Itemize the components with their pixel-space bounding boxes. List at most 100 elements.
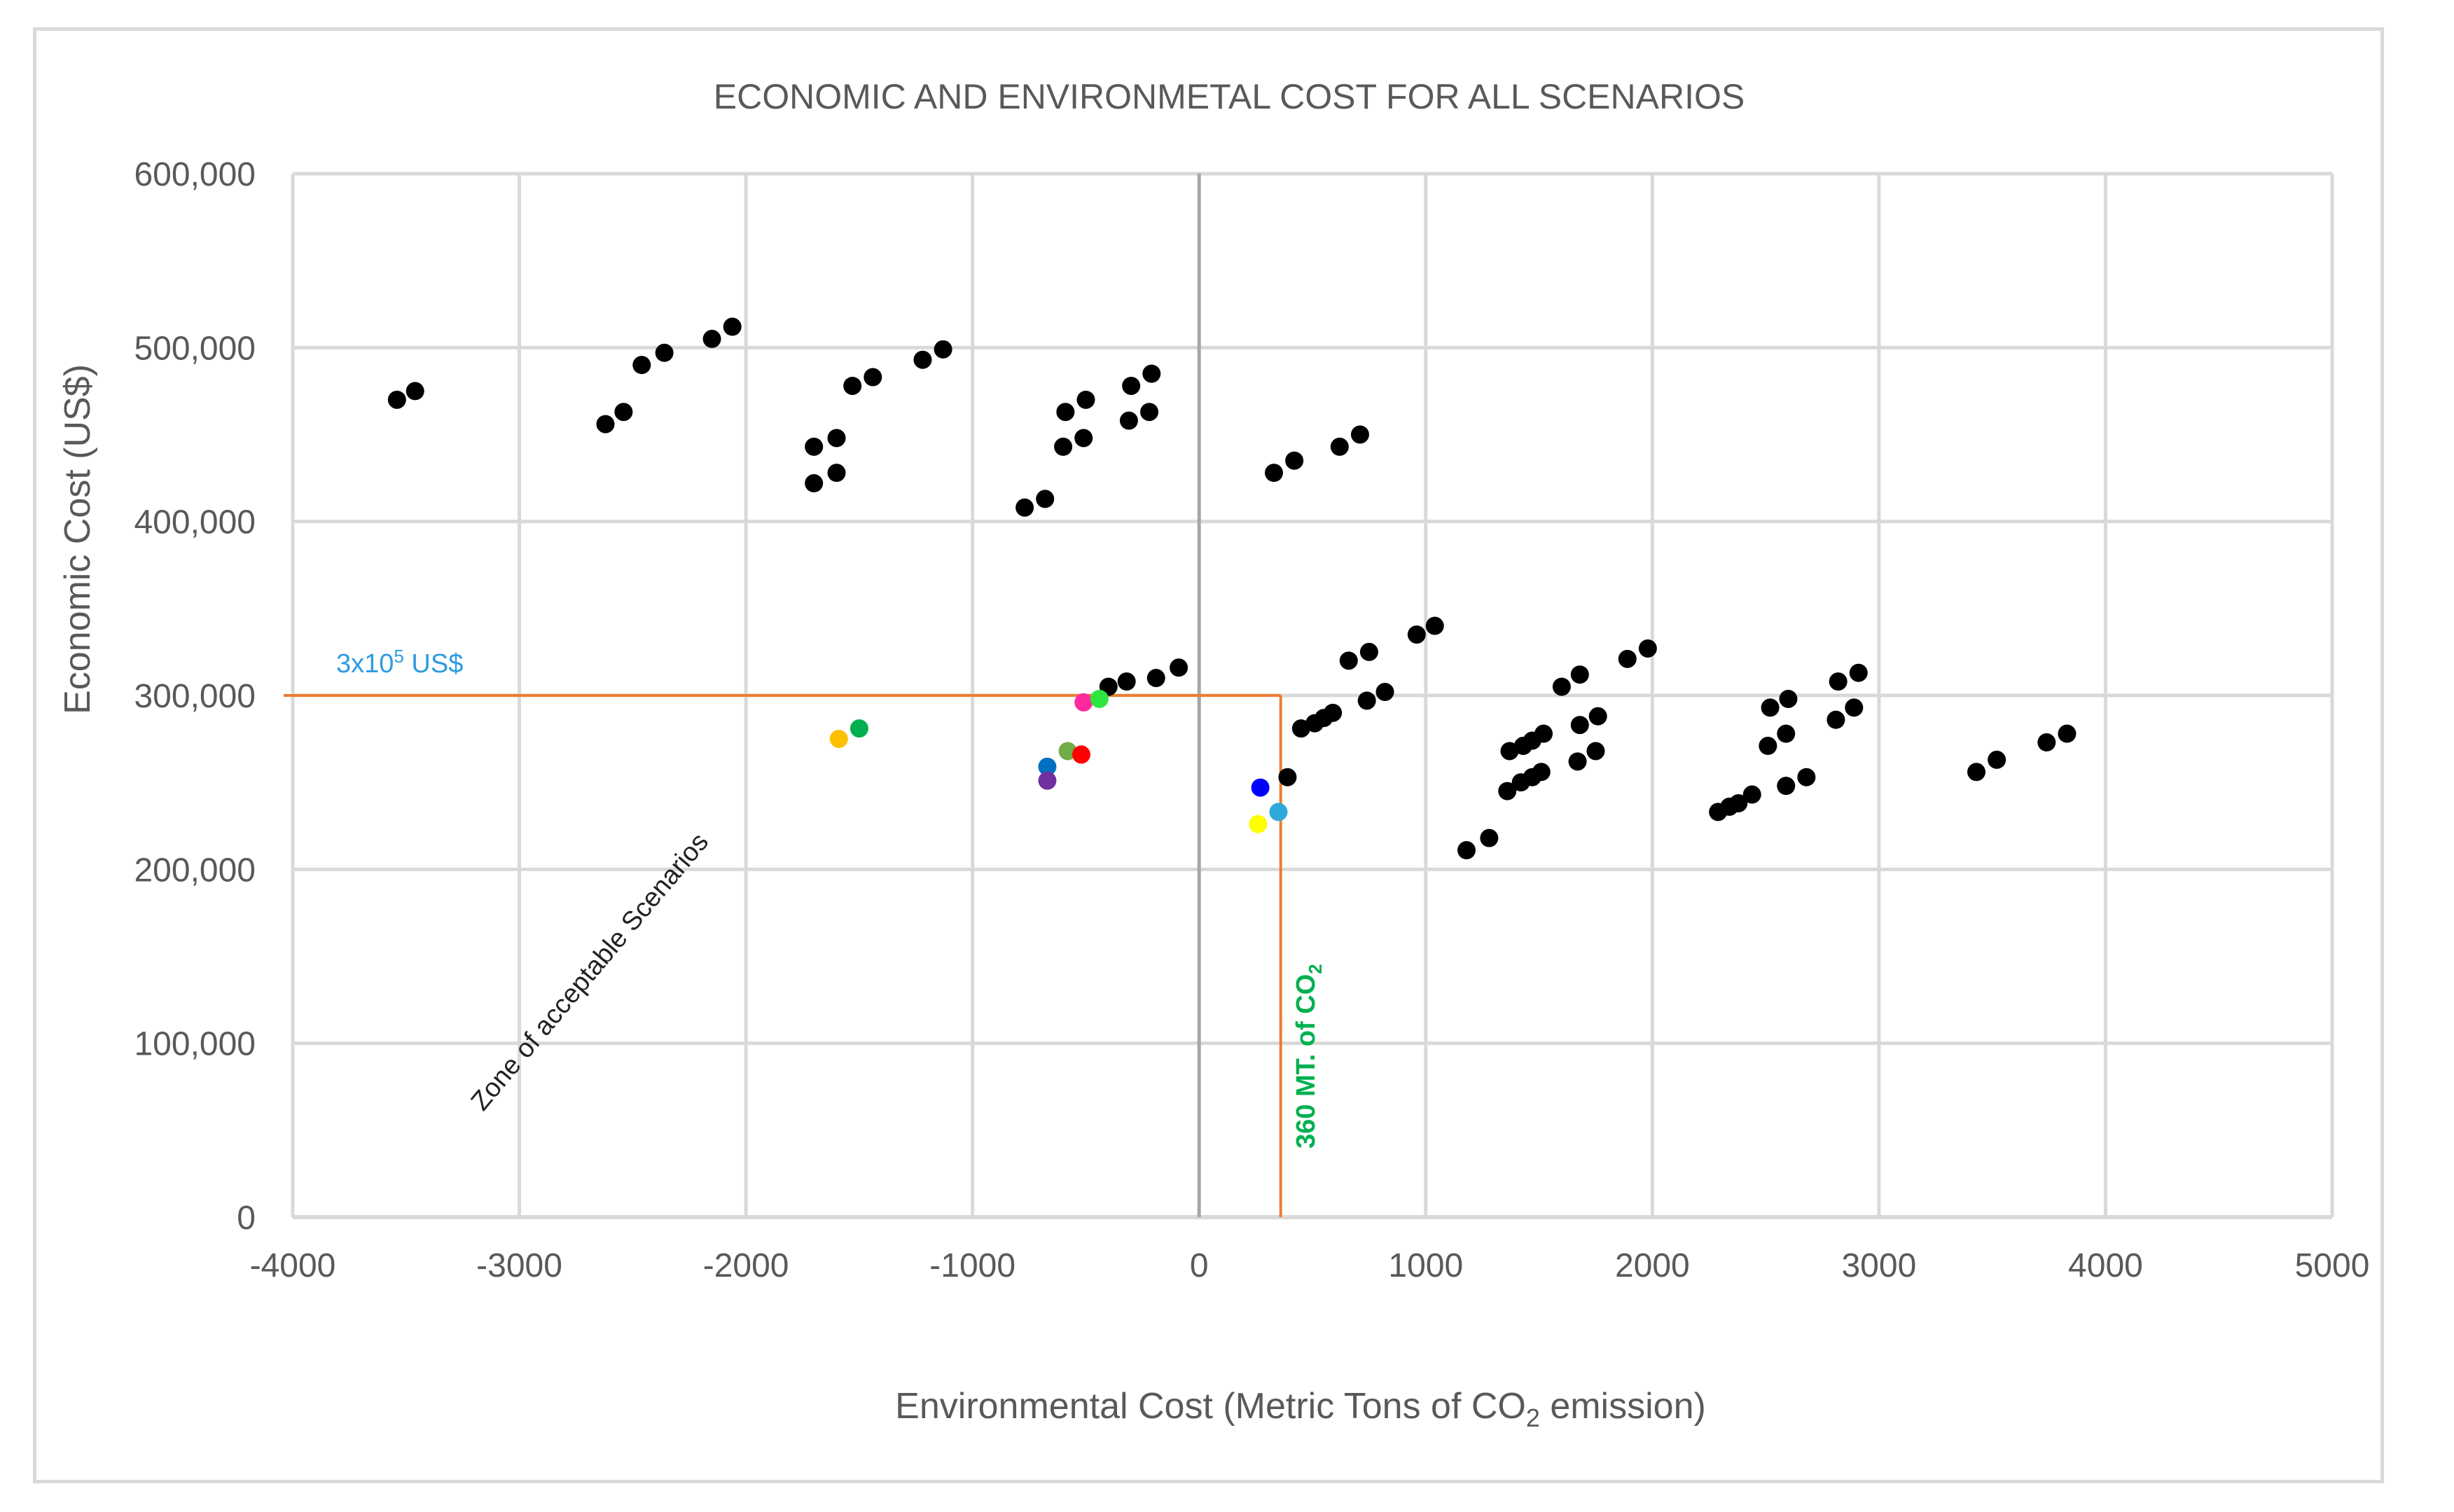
scenario-point — [827, 464, 846, 483]
gridlines — [291, 172, 2334, 1217]
y-tick-label: 300,000 — [134, 678, 256, 715]
scenario-point — [1532, 763, 1551, 782]
x-tick-label: 2000 — [1615, 1247, 1690, 1284]
scenario-point — [655, 343, 674, 362]
y-axis-title: Economic Cost (US$) — [57, 364, 98, 714]
scenario-point — [614, 403, 633, 422]
scenario-point — [1146, 669, 1165, 688]
scenario-point — [1324, 703, 1343, 722]
scenario-point — [1829, 672, 1848, 691]
scenario-point — [1845, 698, 1864, 717]
scenario-point — [1036, 490, 1055, 508]
y-tick-label: 500,000 — [134, 330, 256, 367]
scenario-point — [1119, 411, 1138, 430]
x-tick-label: 3000 — [1841, 1247, 1916, 1284]
acceptable-scenario-point — [1090, 689, 1109, 708]
x-tick-labels: -4000 -3000 -2000 -1000 0 1000 2000 3000 4000 500… — [250, 1247, 2370, 1284]
scenario-point — [1586, 742, 1605, 761]
scenario-point — [1457, 841, 1476, 860]
acceptable-scenario-point — [1038, 771, 1057, 790]
scenario-point — [1140, 403, 1159, 422]
scenario-point — [805, 474, 824, 493]
scenario-point — [1350, 425, 1369, 444]
scenario-point — [864, 368, 882, 387]
svg-text:360 MT. of CO2: 360 MT. of CO2 — [1291, 964, 1326, 1149]
scenario-point — [1285, 451, 1304, 470]
econ-threshold-unit: US$ — [404, 649, 463, 679]
scenario-point — [1777, 724, 1796, 743]
scenario-point — [1330, 437, 1349, 456]
x-tick-label: -4000 — [250, 1247, 336, 1284]
scenario-point — [1480, 828, 1499, 847]
scenario-point — [2037, 733, 2056, 752]
y-tick-label: 600,000 — [134, 156, 256, 193]
scenario-point — [1618, 649, 1637, 668]
econ-threshold-sup: 5 — [394, 646, 403, 667]
co2-threshold-annotation: 360 MT. of CO2 — [1291, 964, 1326, 1149]
scenario-point — [1779, 689, 1798, 708]
x-tick-label: -3000 — [476, 1247, 562, 1284]
scenario-point — [1761, 698, 1780, 717]
scenario-point — [723, 317, 742, 336]
scenario-point — [1826, 710, 1845, 729]
acceptable-scenario-point — [1249, 814, 1268, 833]
scenario-point — [1742, 785, 1761, 804]
scenario-point — [405, 382, 424, 401]
y-tick-label: 400,000 — [134, 504, 256, 541]
acceptable-scenario-point — [1038, 757, 1057, 776]
x-tick-label: 5000 — [2295, 1247, 2370, 1284]
scenario-point — [843, 376, 862, 395]
x-axis-title-sub: 2 — [1526, 1403, 1540, 1432]
acceptable-scenario-point — [850, 719, 868, 738]
scenario-point — [1054, 437, 1073, 456]
scenario-point — [1570, 665, 1589, 684]
scenario-point — [387, 390, 406, 409]
x-tick-label: 0 — [1190, 1247, 1209, 1284]
scenario-point — [1988, 750, 2006, 769]
scenario-point — [1339, 651, 1358, 670]
scenario-point — [1015, 498, 1034, 517]
acceptable-scenario-point — [829, 730, 848, 749]
scenario-point — [1568, 752, 1587, 771]
scenario-point — [1117, 672, 1136, 691]
x-tick-label: -2000 — [703, 1247, 789, 1284]
scenario-point — [1056, 403, 1075, 422]
scenario-point — [1142, 364, 1161, 383]
acceptable-scenario-point — [1058, 742, 1077, 761]
x-axis-title-tail: emission) — [1540, 1386, 1706, 1427]
scenario-point — [1552, 677, 1571, 696]
acceptable-scenario-point — [1269, 803, 1288, 821]
chart-title: ECONOMIC AND ENVIRONMETAL COST FOR ALL S… — [714, 77, 1745, 116]
scenario-point — [1425, 616, 1444, 635]
scenario-point — [1498, 782, 1517, 800]
scenario-point — [1967, 763, 1986, 782]
econ-threshold-label: 3x10 — [336, 649, 394, 679]
co2-threshold-sub: 2 — [1305, 964, 1326, 973]
y-tick-label: 0 — [237, 1200, 256, 1237]
co2-threshold-label: 360 MT. of CO — [1291, 974, 1321, 1149]
scenario-point — [632, 356, 651, 375]
scenario-point — [805, 437, 824, 456]
scenario-point — [1588, 707, 1607, 726]
scenario-point — [1849, 663, 1868, 682]
scenario-point — [1777, 777, 1796, 796]
x-axis-title: Environmental Cost (Metric Tons of CO2 e… — [895, 1386, 1706, 1432]
scenario-point — [913, 350, 932, 369]
acceptable-scenario-point — [1072, 745, 1090, 764]
scenario-point — [1534, 724, 1553, 743]
scenario-point — [1074, 429, 1093, 448]
scenario-point — [1359, 642, 1378, 661]
acceptable-scenario-point — [1251, 778, 1270, 797]
x-axis-title-main: Environmental Cost (Metric Tons of CO — [895, 1386, 1526, 1427]
scenario-point — [1076, 390, 1095, 409]
scenario-point — [827, 429, 846, 448]
scenario-point — [2058, 724, 2077, 743]
x-tick-label: 4000 — [2068, 1247, 2143, 1284]
svg-text:3x105 US$: 3x105 US$ — [336, 646, 463, 679]
data-points — [387, 317, 2077, 860]
scenario-point — [1122, 376, 1141, 395]
scenario-point — [1570, 716, 1589, 735]
econ-threshold-annotation: 3x105 US$ — [336, 646, 463, 679]
scenario-point — [1170, 658, 1188, 677]
